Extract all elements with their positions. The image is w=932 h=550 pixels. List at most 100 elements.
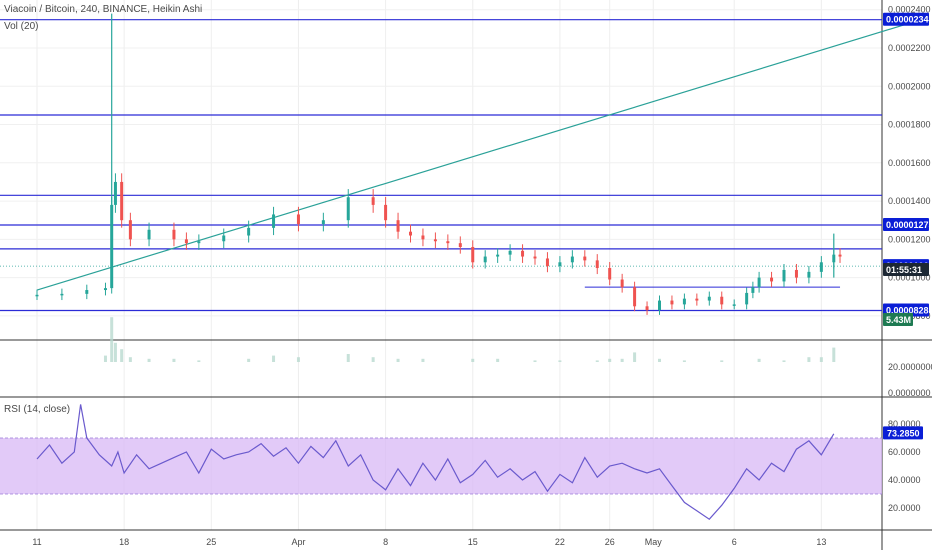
candle-body	[147, 229, 151, 240]
volume-bar	[128, 357, 132, 362]
candle-body	[645, 306, 649, 311]
time-tick-label: 15	[468, 537, 478, 547]
candle-body	[819, 262, 823, 272]
volume-bar	[658, 358, 661, 362]
candle-body	[371, 197, 375, 205]
trend-line	[36, 19, 922, 291]
volume-bar	[720, 360, 724, 362]
symbol-legend[interactable]: Viacoin / Bitcoin, 240, BINANCE, Heikin …	[4, 4, 203, 15]
price-candles	[35, 13, 842, 315]
rsi-tick-label: 20.0000	[888, 503, 921, 513]
time-tick-label: Apr	[291, 537, 305, 547]
candle-body	[113, 181, 117, 205]
price-badge	[883, 12, 929, 26]
candle-body	[384, 204, 388, 221]
candle-body	[421, 235, 425, 240]
volume-bar	[819, 357, 823, 362]
volume-bar	[120, 349, 124, 362]
candle-body	[794, 269, 798, 278]
candle-body	[184, 239, 188, 244]
candle-body	[346, 197, 350, 221]
candle-body	[695, 298, 699, 301]
time-tick-label: 6	[732, 537, 737, 547]
candle-body	[197, 241, 201, 244]
candle-body	[272, 214, 276, 228]
time-tick-label: 25	[206, 537, 216, 547]
volume-bar	[533, 360, 537, 362]
candle-body	[433, 239, 437, 242]
volume-bar	[595, 360, 599, 362]
candle-body	[508, 250, 512, 255]
candle-body	[570, 256, 574, 263]
price-badge	[883, 263, 929, 276]
time-tick-label: 22	[555, 537, 565, 547]
rsi-band	[0, 438, 882, 494]
volume-bar	[757, 358, 761, 362]
price-badge-label: 0.00001275	[886, 220, 932, 230]
rsi-legend[interactable]: RSI (14, close)	[4, 404, 71, 415]
volume-tick-label: 0.0000000	[888, 388, 931, 398]
price-tick-label: 0.0001600	[888, 158, 931, 168]
rsi-badge	[883, 426, 923, 440]
candle-body	[720, 296, 724, 305]
price-badge-label: 0.0000828	[886, 306, 929, 316]
candle-body	[807, 271, 811, 278]
candle-body	[247, 227, 251, 236]
candle-body	[120, 181, 124, 221]
volume-bar	[496, 358, 500, 362]
volume-bar	[247, 358, 251, 362]
rsi-tick-label: 60.0000	[888, 447, 921, 457]
volume-bar	[782, 360, 786, 362]
time-tick-label: May	[645, 537, 663, 547]
candle-body	[745, 292, 749, 305]
volume-bar	[832, 347, 836, 362]
price-badge	[883, 217, 929, 231]
volume-tick-label: 20.0000000	[888, 362, 932, 372]
candle-body	[396, 220, 400, 232]
volume-bar	[421, 358, 425, 362]
candle-body	[595, 260, 599, 269]
volume-bar	[296, 357, 300, 362]
time-tick-label: 11	[32, 537, 41, 547]
candle-body	[409, 231, 412, 236]
price-tick-label: 0.0001000	[888, 273, 931, 283]
price-tick-label: 0.0001800	[888, 120, 931, 130]
candle-body	[222, 235, 226, 242]
volume-bar	[620, 358, 624, 362]
candle-body	[110, 204, 114, 289]
candle-body	[732, 304, 736, 306]
price-tick-label: 0.0002200	[888, 43, 931, 53]
candle-body	[446, 241, 450, 244]
candle-body	[620, 279, 624, 288]
candle-body	[128, 220, 132, 240]
candle-body	[583, 256, 587, 261]
candle-body	[633, 287, 637, 307]
time-tick-label: 18	[119, 537, 129, 547]
time-tick-label: 13	[816, 537, 826, 547]
volume-bar	[103, 355, 107, 362]
volume-bar	[633, 352, 637, 362]
price-tick-label: 0.0001200	[888, 234, 931, 244]
volume-bar	[807, 357, 811, 362]
candle-body	[545, 258, 549, 267]
candle-body	[751, 287, 755, 293]
candle-body	[838, 254, 842, 257]
rsi-tick-label: 40.0000	[888, 475, 921, 485]
rsi-line	[36, 404, 835, 520]
candle-body	[172, 229, 176, 240]
candle-body	[85, 290, 89, 294]
volume-bar	[110, 317, 114, 362]
volume-legend[interactable]: Vol (20)	[4, 21, 39, 32]
candle-body	[757, 277, 761, 288]
candle-body	[471, 246, 475, 263]
candle-body	[608, 268, 612, 280]
candle-body	[496, 254, 500, 257]
candle-body	[296, 214, 300, 225]
candle-body	[707, 296, 711, 301]
candle-body	[103, 288, 107, 291]
price-badge-label: 5.43M	[886, 315, 911, 325]
candle-body	[458, 243, 462, 247]
volume-bar	[197, 360, 201, 362]
